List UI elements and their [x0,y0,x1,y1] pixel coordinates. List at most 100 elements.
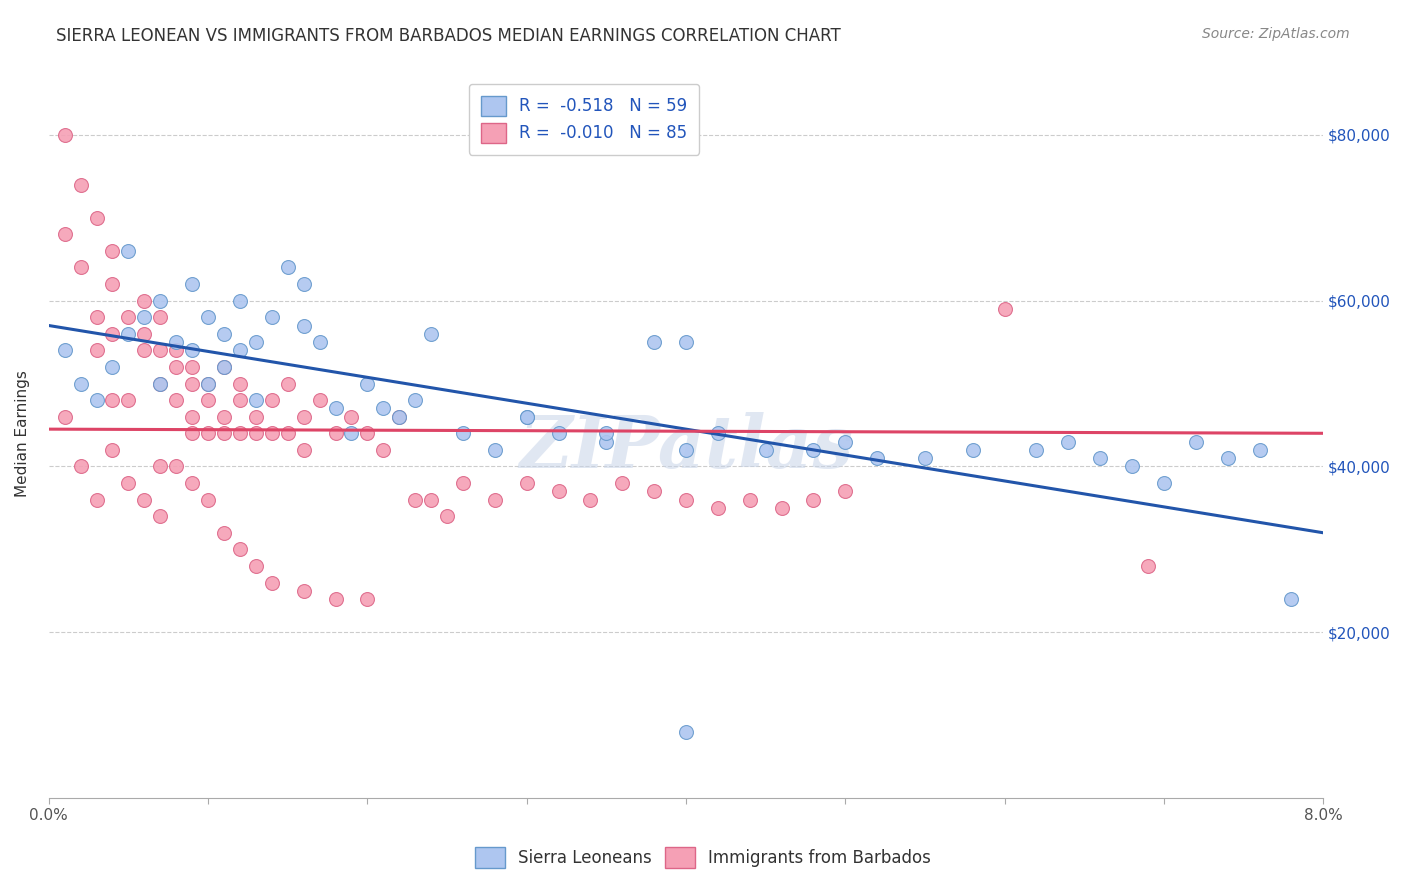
Point [86,310,108,325]
Point [101,393,124,408]
Point [212,525,235,540]
Point [484,492,506,507]
Point [373,401,395,416]
Text: Source: ZipAtlas.com: Source: ZipAtlas.com [1202,27,1350,41]
Point [212,359,235,374]
Y-axis label: Median Earnings: Median Earnings [15,370,30,497]
Point [707,426,730,441]
Legend: R =  -0.518   N = 59, R =  -0.010   N = 85: R = -0.518 N = 59, R = -0.010 N = 85 [470,84,699,155]
Point [738,492,761,507]
Point [1185,434,1208,449]
Point [325,426,347,441]
Point [117,244,139,258]
Point [260,426,283,441]
Point [260,575,283,590]
Point [755,442,778,457]
Point [117,476,139,491]
Point [149,376,172,391]
Point [675,724,697,739]
Point [325,401,347,416]
Point [134,492,156,507]
Point [308,335,330,350]
Point [245,409,267,424]
Point [53,343,76,358]
Point [1025,442,1047,457]
Point [134,326,156,341]
Point [149,293,172,308]
Point [245,426,267,441]
Point [101,326,124,341]
Point [675,335,697,350]
Point [292,409,315,424]
Point [643,484,665,499]
Point [181,277,204,291]
Point [86,492,108,507]
Point [914,451,936,466]
Point [292,442,315,457]
Point [643,335,665,350]
Point [69,376,91,391]
Point [134,293,156,308]
Point [420,492,443,507]
Point [675,442,697,457]
Point [277,260,299,275]
Point [197,376,219,391]
Point [1090,451,1112,466]
Text: ZIPatlas: ZIPatlas [519,412,853,483]
Point [579,492,602,507]
Point [1153,476,1175,491]
Point [595,426,617,441]
Point [277,426,299,441]
Point [373,442,395,457]
Point [292,318,315,333]
Point [292,277,315,291]
Point [356,592,378,607]
Point [277,376,299,391]
Point [516,409,538,424]
Point [86,343,108,358]
Point [436,509,458,524]
Point [325,592,347,607]
Point [212,326,235,341]
Point [229,426,252,441]
Point [117,393,139,408]
Point [866,451,889,466]
Point [245,558,267,573]
Point [770,500,793,515]
Point [165,343,187,358]
Point [181,426,204,441]
Point [149,310,172,325]
Point [149,459,172,474]
Point [356,376,378,391]
Point [165,359,187,374]
Point [1137,558,1160,573]
Point [340,426,363,441]
Point [165,335,187,350]
Point [101,244,124,258]
Point [101,277,124,291]
Legend: Sierra Leoneans, Immigrants from Barbados: Sierra Leoneans, Immigrants from Barbado… [463,836,943,880]
Point [149,509,172,524]
Point [101,442,124,457]
Point [197,426,219,441]
Point [181,343,204,358]
Point [516,476,538,491]
Point [834,434,856,449]
Point [197,393,219,408]
Point [245,393,267,408]
Point [420,326,443,341]
Point [834,484,856,499]
Point [69,178,91,192]
Point [356,426,378,441]
Point [86,393,108,408]
Text: SIERRA LEONEAN VS IMMIGRANTS FROM BARBADOS MEDIAN EARNINGS CORRELATION CHART: SIERRA LEONEAN VS IMMIGRANTS FROM BARBAD… [56,27,841,45]
Point [229,393,252,408]
Point [340,409,363,424]
Point [388,409,411,424]
Point [260,393,283,408]
Point [181,476,204,491]
Point [451,476,474,491]
Point [117,310,139,325]
Point [260,310,283,325]
Point [197,492,219,507]
